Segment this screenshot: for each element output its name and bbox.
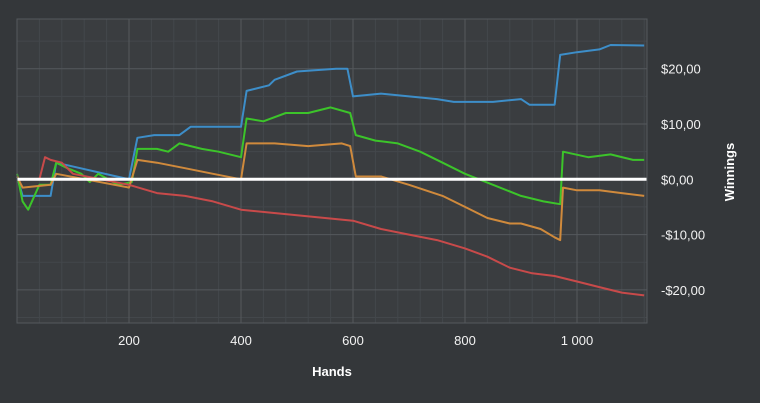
- y-tick-label: -$20,00: [661, 283, 705, 298]
- series-line-3: [16, 142, 645, 242]
- x-tick-label: 800: [454, 333, 476, 348]
- x-tick-label: 400: [230, 333, 252, 348]
- y-axis-title: Winnings: [722, 143, 737, 201]
- y-axis-ticks: -$20,00 -$10,00 $0,00 $10,00 $20,00: [661, 62, 705, 298]
- y-tick-label: $20,00: [661, 62, 701, 77]
- series-line-4: [17, 156, 645, 297]
- series-layer: [16, 44, 645, 297]
- x-axis-title: Hands: [312, 364, 352, 379]
- y-tick-label: -$10,00: [661, 228, 705, 243]
- plot-border: [16, 18, 648, 324]
- y-tick-label: $0,00: [661, 172, 694, 187]
- minor-gridlines: [17, 19, 647, 323]
- plot-area: [17, 19, 647, 323]
- series-line-2: [16, 106, 645, 211]
- x-axis-ticks: 200 400 600 800 1 000: [118, 333, 593, 348]
- x-tick-label: 600: [342, 333, 364, 348]
- y-tick-label: $10,00: [661, 117, 701, 132]
- x-tick-label: 200: [118, 333, 140, 348]
- x-tick-label: 1 000: [561, 333, 594, 348]
- series-line-1: [16, 44, 645, 197]
